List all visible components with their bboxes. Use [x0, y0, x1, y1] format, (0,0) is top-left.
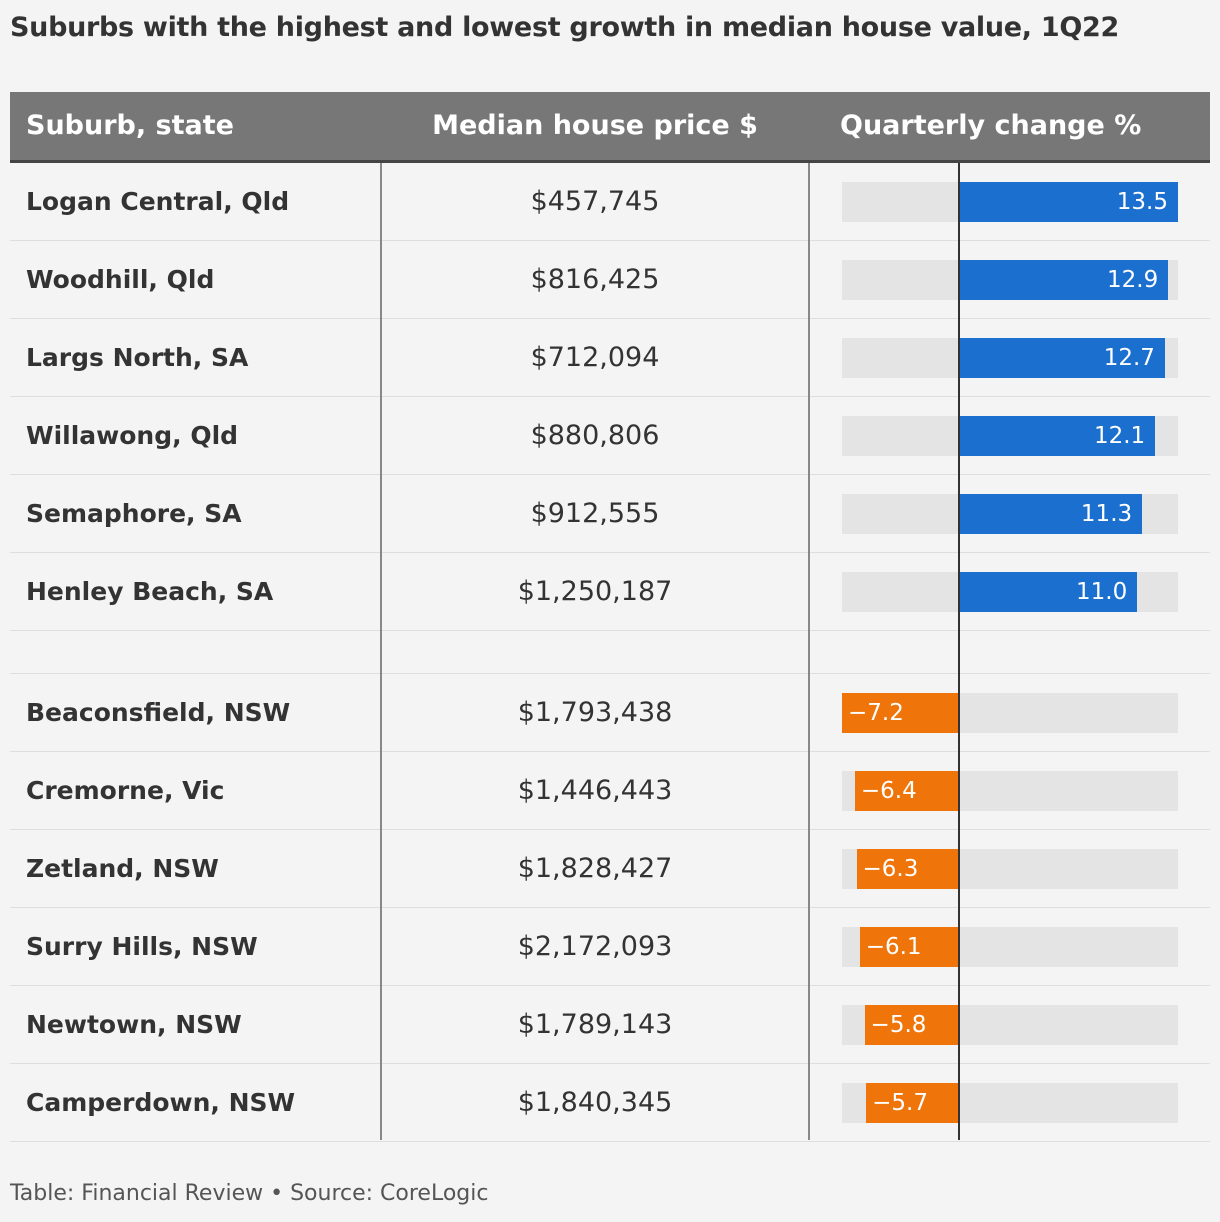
zero-axis-line	[958, 163, 960, 1140]
data-table: Suburb, state Median house price $ Quart…	[10, 92, 1210, 1142]
suburb-cell: Willawong, Qld	[26, 421, 239, 450]
price-cell: $2,172,093	[517, 931, 673, 962]
change-bar	[864, 1005, 958, 1045]
change-bar	[958, 260, 1169, 300]
table-row: Surry Hills, NSW $2,172,093 −6.1	[10, 908, 1210, 986]
price-cell: $1,789,143	[517, 1009, 673, 1040]
price-cell: $1,250,187	[517, 576, 673, 607]
price-cell: $816,425	[530, 264, 660, 295]
bar-value-label: −5.7	[872, 1090, 929, 1116]
suburb-cell: Zetland, NSW	[26, 854, 219, 883]
bar-value-label: −7.2	[848, 700, 904, 726]
change-bar	[958, 182, 1178, 222]
price-cell: $1,793,438	[517, 697, 673, 728]
header-change: Quarterly change %	[840, 110, 1142, 141]
table-row: Henley Beach, SA $1,250,187 11.0	[10, 553, 1210, 631]
suburb-cell: Largs North, SA	[26, 343, 249, 372]
bar-value-label: 12.9	[1107, 267, 1159, 293]
header-price: Median house price $	[432, 110, 758, 141]
suburb-cell: Woodhill, Qld	[26, 265, 215, 294]
header-suburb: Suburb, state	[26, 110, 234, 141]
bar-value-label: 11.0	[1076, 579, 1128, 605]
change-bar	[958, 338, 1165, 378]
change-bar	[866, 1083, 958, 1123]
change-bar	[842, 693, 958, 733]
change-bar	[856, 849, 958, 889]
table-row: Zetland, NSW $1,828,427 −6.3	[10, 830, 1210, 908]
change-bar	[958, 572, 1138, 612]
suburb-cell: Newtown, NSW	[26, 1010, 242, 1039]
change-bar	[958, 494, 1143, 534]
suburb-cell: Logan Central, Qld	[26, 187, 290, 216]
price-cell: $1,446,443	[517, 775, 673, 806]
source-footer: Table: Financial Review • Source: CoreLo…	[10, 1181, 489, 1206]
table-body: Logan Central, Qld $457,745 13.5 Woodhill, …	[10, 163, 1210, 1142]
price-cell: $712,094	[530, 342, 660, 373]
bar-value-label: −6.1	[865, 934, 922, 960]
table-row: Cremorne, Vic $1,446,443 −6.4	[10, 752, 1210, 830]
price-cell: $457,745	[530, 186, 660, 217]
table-row: Beaconsfield, NSW $1,793,438 −7.2	[10, 674, 1210, 752]
chart-title: Suburbs with the highest and lowest grow…	[10, 12, 1119, 43]
column-divider-2	[808, 163, 810, 1140]
price-cell: $912,555	[530, 498, 660, 529]
suburb-cell: Beaconsfield, NSW	[26, 698, 291, 727]
bar-value-label: 12.7	[1103, 345, 1155, 371]
price-cell: $1,828,427	[517, 853, 673, 884]
suburb-cell: Henley Beach, SA	[26, 577, 274, 606]
group-spacer	[10, 631, 1210, 674]
change-bar	[859, 927, 958, 967]
price-cell: $880,806	[530, 420, 660, 451]
table-row: Largs North, SA $712,094 12.7	[10, 319, 1210, 397]
bar-value-label: 13.5	[1116, 189, 1168, 215]
bar-value-label: −5.8	[870, 1012, 927, 1038]
bar-value-label: −6.3	[862, 856, 919, 882]
table-row: Newtown, NSW $1,789,143 −5.8	[10, 986, 1210, 1064]
bar-value-label: 12.1	[1093, 423, 1146, 449]
suburb-cell: Camperdown, NSW	[26, 1088, 296, 1117]
change-bar	[854, 771, 958, 811]
table-row: Logan Central, Qld $457,745 13.5	[10, 163, 1210, 241]
change-bar	[958, 416, 1156, 456]
table-row: Woodhill, Qld $816,425 12.9	[10, 241, 1210, 319]
suburb-cell: Semaphore, SA	[26, 499, 242, 528]
suburb-cell: Surry Hills, NSW	[26, 932, 258, 961]
table-row: Camperdown, NSW $1,840,345 −5.7	[10, 1064, 1210, 1142]
suburb-cell: Cremorne, Vic	[26, 776, 225, 805]
table-row: Semaphore, SA $912,555 11.3	[10, 475, 1210, 553]
price-cell: $1,840,345	[517, 1087, 673, 1118]
table-header: Suburb, state Median house price $ Quart…	[10, 92, 1210, 163]
bar-value-label: −6.4	[860, 778, 917, 804]
bar-value-label: 11.3	[1080, 501, 1133, 527]
table-row: Willawong, Qld $880,806 12.1	[10, 397, 1210, 475]
column-divider-1	[380, 163, 382, 1140]
